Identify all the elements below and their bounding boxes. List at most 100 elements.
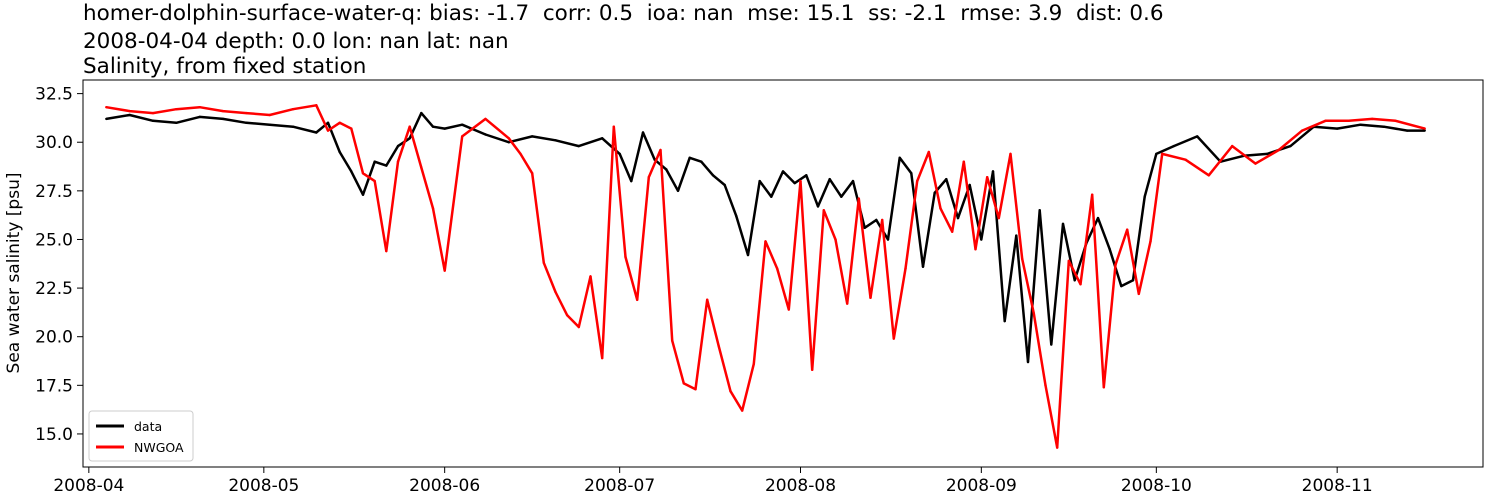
data-point-data: [245, 121, 248, 125]
data-point-data: [1096, 216, 1100, 220]
data-point-nwgoa: [927, 150, 930, 154]
data-point-data: [770, 195, 773, 198]
data-point-data: [198, 115, 201, 119]
data-point-nwgoa: [1044, 384, 1047, 387]
data-point-nwgoa: [881, 218, 884, 222]
data-point-nwgoa: [1347, 119, 1351, 123]
data-point-data: [956, 216, 960, 220]
x-tick-label: 2008-10: [1121, 476, 1192, 496]
data-point-data: [385, 164, 388, 167]
data-point-data: [886, 238, 890, 241]
data-point-nwgoa: [951, 230, 954, 233]
data-point-nwgoa: [175, 108, 178, 111]
data-point-data: [128, 113, 131, 117]
data-point-nwgoa: [997, 216, 1000, 220]
data-point-data: [1131, 279, 1135, 282]
data-point-data: [1061, 222, 1065, 226]
data-point-nwgoa: [198, 106, 201, 109]
data-point-data: [105, 117, 108, 121]
data-point-data: [991, 170, 995, 173]
data-point-nwgoa: [671, 339, 674, 342]
data-point-nwgoa: [636, 298, 639, 301]
data-point-nwgoa: [385, 249, 388, 253]
data-point-data: [840, 195, 843, 198]
data-point-data: [723, 183, 726, 187]
y-tick-label: 25.0: [35, 230, 73, 250]
data-point-nwgoa: [373, 179, 376, 183]
data-point-data: [443, 127, 446, 130]
data-point-nwgoa: [338, 121, 341, 125]
data-point-data: [554, 139, 557, 142]
data-point-nwgoa: [1149, 240, 1152, 243]
series-line-nwgoa: [106, 104, 1426, 449]
data-point-nwgoa: [1207, 174, 1211, 177]
data-point-data: [910, 172, 913, 175]
x-tick-label: 2008-06: [409, 476, 480, 496]
data-point-data: [268, 123, 271, 126]
data-point-nwgoa: [659, 148, 662, 152]
data-point-data: [175, 121, 178, 125]
data-point-nwgoa: [245, 111, 248, 115]
data-point-nwgoa: [461, 135, 464, 138]
data-point-data: [1003, 319, 1006, 323]
chart-title: homer-dolphin-surface-water-q: bias: -1.…: [83, 1, 1164, 26]
data-point-nwgoa: [706, 298, 709, 301]
data-point-data: [968, 183, 971, 187]
data-point-nwgoa: [350, 127, 353, 130]
data-point-nwgoa: [904, 267, 907, 270]
data-point-data: [1382, 125, 1386, 128]
data-point-nwgoa: [741, 409, 744, 412]
data-point-nwgoa: [589, 275, 592, 278]
data-point-data: [1196, 135, 1199, 138]
data-point-data: [875, 218, 878, 222]
data-point-nwgoa: [1067, 259, 1071, 263]
data-point-data: [1108, 248, 1111, 251]
data-point-nwgoa: [268, 113, 271, 117]
data-point-nwgoa: [420, 166, 423, 169]
data-point-data: [746, 253, 750, 257]
data-point-nwgoa: [857, 197, 860, 200]
data-point-data: [735, 214, 738, 218]
data-point-data: [1155, 152, 1158, 156]
data-point-data: [326, 121, 330, 125]
data-point-data: [338, 150, 341, 154]
data-point-nwgoa: [1032, 312, 1036, 315]
data-point-data: [315, 131, 318, 134]
data-point-nwgoa: [542, 261, 545, 264]
y-tick-label: 15.0: [35, 425, 73, 445]
data-point-nwgoa: [396, 160, 400, 163]
data-point-data: [980, 238, 983, 241]
data-point-nwgoa: [776, 267, 779, 270]
x-tick-label: 2008-11: [1302, 476, 1373, 496]
data-point-nwgoa: [105, 106, 108, 109]
data-point-nwgoa: [916, 179, 919, 183]
data-point-data: [1120, 284, 1123, 288]
data-point-data: [898, 156, 901, 159]
data-point-nwgoa: [647, 176, 650, 179]
data-point-nwgoa: [1137, 292, 1141, 296]
data-point-nwgoa: [764, 240, 767, 243]
data-point-data: [1073, 279, 1076, 282]
legend-label-nwgoa: NWGOA: [134, 440, 184, 455]
data-point-data: [618, 152, 621, 156]
data-point-data: [1015, 234, 1018, 237]
data-point-nwgoa: [694, 388, 697, 391]
data-point-data: [641, 131, 645, 134]
data-point-nwgoa: [361, 172, 365, 175]
data-point-nwgoa: [326, 129, 330, 132]
data-point-data: [507, 141, 510, 144]
data-point-data: [461, 123, 464, 126]
x-tick-label: 2008-04: [53, 476, 124, 496]
data-point-nwgoa: [869, 296, 872, 299]
data-point-nwgoa: [531, 172, 534, 175]
data-point-nwgoa: [1423, 127, 1426, 130]
data-point-data: [1406, 129, 1409, 132]
data-point-nwgoa: [577, 325, 580, 329]
data-point-nwgoa: [291, 108, 295, 111]
data-point-nwgoa: [729, 390, 732, 393]
data-point-nwgoa: [1091, 193, 1094, 196]
data-point-nwgoa: [443, 269, 446, 272]
data-point-nwgoa: [974, 248, 977, 251]
y-tick-label: 22.5: [35, 279, 73, 299]
